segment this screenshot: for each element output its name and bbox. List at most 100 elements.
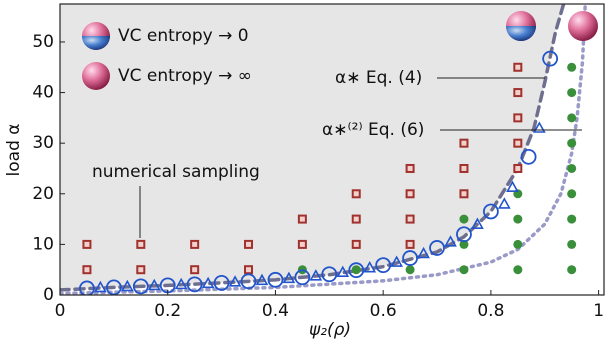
square-marker <box>136 265 146 275</box>
x-tick-label: 1 <box>593 301 604 321</box>
square-marker <box>351 189 361 199</box>
square-marker <box>513 113 523 123</box>
square-marker <box>405 214 415 224</box>
dot-marker <box>567 138 577 148</box>
square-marker <box>459 163 469 173</box>
dot-marker <box>567 62 577 72</box>
x-tick-label: 0.8 <box>477 301 504 321</box>
circle-marker <box>520 148 537 165</box>
dot-marker <box>351 265 361 275</box>
triangle-marker <box>94 280 107 293</box>
phase-icon-half <box>506 26 536 41</box>
dot-marker <box>567 239 577 249</box>
triangle-marker <box>147 278 161 291</box>
triangle-marker <box>309 269 323 281</box>
shaded-region <box>60 4 564 295</box>
square-marker <box>405 189 415 199</box>
dot-marker <box>459 214 469 224</box>
dot-marker <box>513 265 523 275</box>
circle-marker <box>213 274 230 291</box>
circle-marker <box>267 271 284 288</box>
square-marker <box>351 239 361 249</box>
circle-marker <box>186 276 203 293</box>
square-marker <box>459 138 469 148</box>
y-axis-label: load α <box>4 124 24 177</box>
dot-marker <box>567 163 577 173</box>
dot-marker <box>567 113 577 123</box>
phase-icon <box>568 11 598 41</box>
triangle-marker <box>390 255 403 267</box>
triangle-marker <box>506 180 519 193</box>
circle-marker <box>294 269 311 286</box>
triangle-marker <box>228 275 242 287</box>
circle-marker <box>348 262 365 279</box>
x-tick-label: 0.2 <box>154 301 181 321</box>
triangle-marker <box>417 246 430 259</box>
circle-marker <box>542 50 559 67</box>
curve-label: α∗⁽²⁾ Eq. (6) <box>322 120 424 140</box>
legend-label: VC entropy → 0 <box>118 26 249 46</box>
triangle-marker <box>174 277 188 290</box>
square-marker <box>190 239 200 249</box>
dot-marker <box>567 88 577 98</box>
circle-marker <box>79 280 95 295</box>
dot-marker <box>567 214 577 224</box>
square-marker <box>297 239 307 249</box>
square-marker <box>405 239 415 249</box>
circle-marker <box>456 226 472 243</box>
square-marker <box>136 239 146 249</box>
square-marker <box>351 214 361 224</box>
legend-label: VC entropy → ∞ <box>118 66 252 86</box>
square-marker <box>513 62 523 72</box>
circle-marker <box>132 278 149 295</box>
triangle-marker <box>282 271 296 284</box>
dot-marker <box>513 239 523 249</box>
square-marker <box>82 265 92 275</box>
square-marker <box>405 163 415 173</box>
triangle-marker <box>201 276 215 289</box>
square-marker <box>190 265 200 275</box>
plot-frame <box>59 3 605 296</box>
y-tick-label: 50 <box>32 32 54 52</box>
y-tick-label: 40 <box>32 83 54 103</box>
curve <box>60 4 566 292</box>
circle-marker <box>402 250 418 266</box>
triangle-marker <box>336 265 350 278</box>
dot-marker <box>459 265 469 275</box>
triangle-marker <box>497 197 511 209</box>
triangle-marker <box>533 121 546 133</box>
square-marker <box>82 239 92 249</box>
dot-marker <box>459 239 469 249</box>
triangle-marker <box>120 279 134 292</box>
circle-marker <box>240 273 257 290</box>
dot-marker <box>567 265 577 275</box>
square-marker <box>459 189 469 199</box>
circle-marker <box>375 257 392 274</box>
y-tick-label: 0 <box>43 285 54 305</box>
triangle-marker <box>471 217 484 229</box>
curve-label: α∗ Eq. (4) <box>335 68 422 88</box>
square-marker <box>244 239 254 249</box>
circle-marker <box>429 240 445 256</box>
square-marker <box>513 88 523 98</box>
y-tick-label: 10 <box>32 234 54 254</box>
x-tick-label: 0 <box>55 301 66 321</box>
square-marker <box>244 265 254 275</box>
y-tick-label: 20 <box>32 184 54 204</box>
x-tick-label: 0.4 <box>262 301 289 321</box>
annotation: numerical sampling <box>92 162 260 182</box>
legend-sphere <box>82 62 110 90</box>
x-tick-label: 0.6 <box>370 301 397 321</box>
plot-area <box>60 4 587 295</box>
dot-marker <box>513 214 523 224</box>
triangle-marker <box>255 273 269 286</box>
circle-marker <box>321 266 338 283</box>
dot-marker <box>405 265 415 275</box>
x-axis-label: ψ₂(ρ) <box>309 320 351 340</box>
dot-marker <box>567 189 577 199</box>
legend-sphere-half <box>82 36 110 50</box>
square-marker <box>513 163 523 173</box>
triangle-marker <box>444 235 457 247</box>
circle-marker <box>482 203 499 220</box>
